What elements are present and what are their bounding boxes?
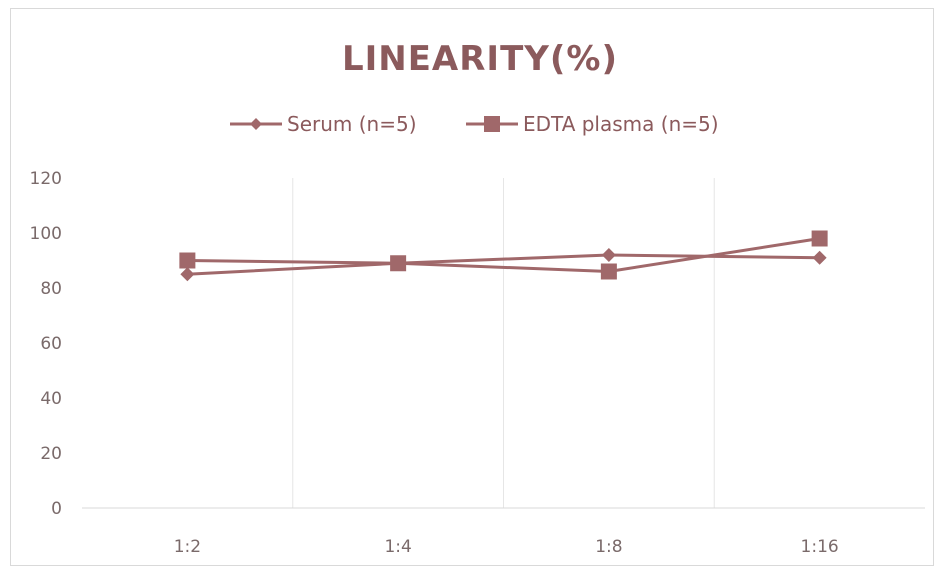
data-point-diamond [601, 248, 616, 262]
data-point-square [600, 263, 617, 280]
y-tick-label: 80 [40, 279, 62, 299]
y-tick-label: 40 [40, 389, 62, 409]
y-tick-label: 0 [51, 499, 62, 519]
y-tick-label: 100 [30, 224, 62, 244]
legend-label-serum: Serum (n=5) [287, 112, 417, 136]
y-tick-labels: 0 20 40 60 80 100 120 [30, 169, 62, 519]
data-point-diamond [180, 267, 195, 282]
legend-marker-edta [484, 116, 500, 132]
legend-item-edta: EDTA plasma (n=5) [466, 112, 719, 136]
y-tick-label: 20 [40, 444, 62, 464]
series [179, 230, 828, 282]
x-tick-label: 1:8 [595, 537, 622, 557]
legend: Serum (n=5) EDTA plasma (n=5) [230, 112, 719, 136]
x-tick-label: 1:16 [801, 537, 839, 557]
data-point-square [811, 230, 828, 247]
gridlines [292, 178, 715, 508]
y-tick-label: 120 [30, 169, 62, 189]
x-tick-labels: 1:2 1:4 1:8 1:16 [174, 537, 839, 557]
data-point-diamond [812, 250, 827, 265]
legend-label-edta: EDTA plasma (n=5) [523, 112, 719, 136]
x-tick-label: 1:4 [384, 537, 411, 557]
series-line [187, 237, 820, 273]
legend-marker-serum [250, 118, 262, 130]
data-point-square [390, 255, 407, 272]
legend-item-serum: Serum (n=5) [230, 112, 417, 136]
series-edta-plasma [179, 230, 828, 280]
chart-title: LINEARITY(%) [342, 39, 618, 79]
chart-frame [10, 8, 934, 566]
data-point-square [179, 252, 196, 269]
x-tick-label: 1:2 [174, 537, 201, 557]
y-tick-label: 60 [40, 334, 62, 354]
